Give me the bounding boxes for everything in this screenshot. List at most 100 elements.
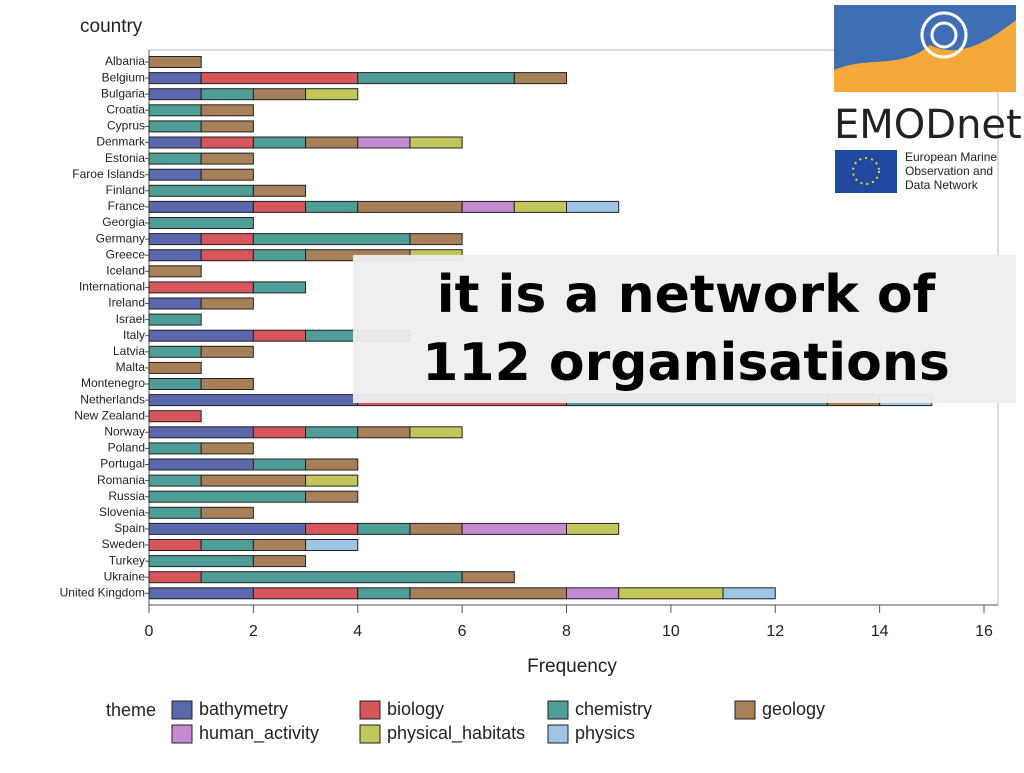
y-tick-label: Finland	[106, 183, 145, 197]
logo-ring	[930, 21, 958, 49]
legend-swatch	[547, 724, 569, 744]
legend-swatch	[359, 724, 381, 744]
y-tick-label: Ireland	[108, 296, 145, 310]
y-tick-label: Croatia	[106, 102, 145, 116]
bar-segment	[148, 88, 202, 101]
bar-segment	[200, 474, 307, 487]
logo-tagline: European Marine	[905, 150, 997, 164]
bar-segment	[148, 361, 202, 374]
bar-segment	[566, 200, 620, 213]
legend-label: biology	[387, 699, 444, 719]
bar-segment	[618, 587, 724, 600]
bar-segment	[357, 136, 411, 149]
bar-segment	[148, 587, 254, 600]
bar-segment	[200, 168, 254, 181]
bar-segment	[357, 72, 515, 85]
legend-swatch	[171, 724, 193, 744]
y-tick-label: Montenegro	[81, 376, 145, 390]
bar-segment	[148, 555, 254, 568]
bar-segment	[200, 442, 254, 455]
x-tick-label: 6	[458, 623, 467, 640]
legend-swatch	[734, 700, 756, 720]
legend-swatch	[359, 700, 381, 720]
legend-label: human_activity	[199, 723, 319, 744]
bar-segment	[148, 200, 254, 213]
bar-segment	[252, 136, 307, 149]
bar-segment	[513, 200, 567, 213]
y-tick-label: France	[108, 199, 146, 213]
logo-name: EMODnet	[834, 102, 1022, 148]
bar-segment	[252, 329, 307, 342]
y-tick-label: Netherlands	[80, 392, 145, 406]
legend-label: physics	[575, 723, 635, 743]
bar-segment	[305, 474, 359, 487]
bar-segment	[148, 506, 202, 519]
logo: EMODnet European Marine Observation and …	[834, 5, 1022, 193]
overlay-box	[353, 255, 1016, 403]
bar-segment	[148, 394, 359, 407]
y-tick-label: Estonia	[105, 151, 145, 165]
y-tick-label: Latvia	[113, 344, 145, 358]
bar-segment	[305, 539, 359, 551]
y-tick-label: Bulgaria	[101, 86, 145, 100]
x-tick-label: 16	[975, 623, 993, 640]
y-tick-label: Belgium	[102, 70, 145, 84]
x-tick-label: 0	[145, 623, 154, 640]
bar-segment	[200, 378, 254, 390]
bar-segment	[148, 522, 307, 535]
bar-segment	[252, 458, 307, 471]
bar-segment	[200, 152, 254, 165]
bar-segment	[252, 233, 411, 246]
bar-segment	[148, 410, 202, 423]
y-tick-label: Sweden	[102, 537, 145, 551]
overlay: it is a network of 112 organisations	[353, 255, 1016, 403]
y-tick-label: Ukraine	[104, 569, 146, 583]
bar-segment	[148, 345, 202, 358]
bar-segment	[148, 442, 202, 455]
bar-segment	[409, 136, 463, 149]
bar-segment	[148, 168, 202, 181]
bar-segment	[305, 522, 359, 535]
legend-label: chemistry	[575, 699, 652, 719]
bar-segment	[148, 217, 254, 229]
bar-segment	[409, 587, 567, 600]
bar-segment	[357, 426, 411, 439]
bar-segment	[305, 200, 359, 213]
bar-segment	[148, 539, 202, 551]
bar-segment	[252, 587, 359, 600]
y-tick-label: Faroe Islands	[72, 167, 145, 181]
y-tick-label: Romania	[97, 473, 145, 487]
legend-swatch	[547, 700, 569, 720]
y-tick-label: Georgia	[102, 215, 145, 229]
bar-segment	[357, 587, 411, 600]
bar-segment	[148, 329, 254, 342]
y-tick-label: Malta	[116, 360, 146, 374]
x-tick-label: 14	[871, 623, 889, 640]
y-axis-title: country	[80, 16, 143, 37]
eu-stars	[852, 157, 880, 185]
y-tick-label: Russia	[108, 489, 145, 503]
bar-segment	[305, 458, 359, 471]
bar-segment	[200, 120, 254, 133]
y-tick-label: Turkey	[109, 553, 145, 567]
legend-label: physical_habitats	[387, 723, 525, 744]
y-tick-label: Denmark	[96, 135, 146, 149]
bar-segment	[148, 281, 254, 294]
bar-segment	[305, 426, 359, 439]
bar-segment	[305, 490, 359, 503]
y-tick-label: Italy	[123, 328, 145, 342]
bar-segment	[148, 265, 202, 278]
x-axis-title: Frequency	[527, 656, 617, 677]
bar-segment	[148, 474, 202, 487]
x-tick-label: 12	[766, 623, 784, 640]
eu-flag	[835, 150, 897, 193]
y-tick-label: Israel	[116, 312, 145, 326]
x-tick-label: 10	[662, 623, 680, 640]
logo-tagline: Observation and	[905, 164, 993, 178]
y-tick-label: Germany	[96, 231, 145, 245]
bar-segment	[305, 88, 359, 101]
bar-segment	[200, 345, 254, 358]
bar-segment	[357, 200, 463, 213]
